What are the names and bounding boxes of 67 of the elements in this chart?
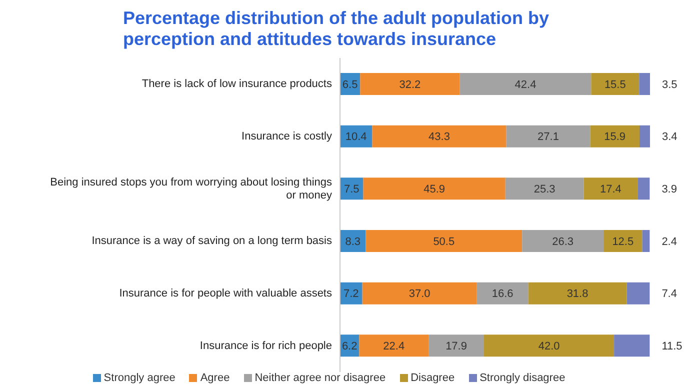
data-label: 17.9 <box>446 340 467 353</box>
bar <box>428 334 484 357</box>
bar <box>476 282 528 304</box>
data-label: 7.5 <box>344 184 360 196</box>
bar <box>362 282 477 304</box>
y-tick-label: Insurance is costly <box>242 130 332 142</box>
bar <box>360 73 460 95</box>
bar <box>626 282 650 304</box>
y-tick-label: Insurance is for rich people <box>200 340 332 352</box>
bar <box>484 334 614 357</box>
data-label: 10.4 <box>345 131 367 144</box>
legend-label: Strongly disagree <box>478 372 566 384</box>
bar <box>639 73 650 95</box>
data-label: 3.5 <box>662 78 678 91</box>
bar <box>359 334 429 357</box>
bar <box>614 334 650 357</box>
bar <box>591 73 640 95</box>
bar <box>642 230 650 252</box>
y-tick-label: Insurance is for people with valuable assets <box>119 288 332 300</box>
bar <box>638 178 650 200</box>
bar <box>366 230 522 252</box>
bar <box>522 230 604 252</box>
data-label: 7.2 <box>344 288 359 300</box>
data-label: 16.6 <box>492 288 514 300</box>
data-label: 42.4 <box>514 78 536 91</box>
data-label: 42.0 <box>538 340 560 353</box>
data-label: 3.4 <box>662 131 678 144</box>
data-label: 31.8 <box>566 288 588 300</box>
bar <box>460 73 592 95</box>
data-label: 8.3 <box>345 236 360 248</box>
bar <box>340 282 362 304</box>
data-label: 43.3 <box>428 131 450 144</box>
data-label: 3.9 <box>662 184 677 196</box>
y-tick-label: There is lack of low insurance products <box>142 78 332 90</box>
bar <box>590 125 640 148</box>
data-label: 6.2 <box>342 340 358 353</box>
legend-label: Disagree <box>410 372 455 384</box>
bar <box>584 178 638 200</box>
bar <box>505 178 584 200</box>
data-label: 32.2 <box>399 78 421 91</box>
data-label: 25.3 <box>534 184 556 196</box>
bar <box>372 125 506 148</box>
data-label: 22.4 <box>383 340 405 353</box>
data-label: 11.5 <box>662 340 682 353</box>
bar <box>506 125 590 148</box>
bar <box>604 230 642 252</box>
data-label: 27.1 <box>538 131 559 144</box>
y-tick-label: Being insured stops you from worrying about losing things or money <box>50 176 332 202</box>
data-label: 26.3 <box>552 236 574 248</box>
y-tick-label: Insurance is a way of saving on a long term basis <box>92 235 332 248</box>
chart-title: Percentage distribution of the adult population by perception and attitudes towards insurance <box>123 8 550 50</box>
data-label: 17.4 <box>600 184 622 196</box>
bar <box>639 125 650 148</box>
legend-label: Neither agree nor disagree <box>254 372 386 384</box>
data-label: 2.4 <box>662 236 677 248</box>
bar <box>363 178 506 200</box>
data-label: 6.5 <box>342 78 358 91</box>
bar <box>528 282 627 304</box>
data-label: 7.4 <box>662 288 677 300</box>
data-label: 12.5 <box>612 236 634 248</box>
data-label: 50.5 <box>433 236 455 248</box>
data-label: 45.9 <box>424 184 446 196</box>
legend-label: Strongly agree <box>102 372 176 384</box>
legend-label: Agree <box>199 372 230 384</box>
data-label: 15.5 <box>604 78 626 91</box>
data-label: 15.9 <box>604 131 626 144</box>
data-label: 37.0 <box>408 288 430 300</box>
